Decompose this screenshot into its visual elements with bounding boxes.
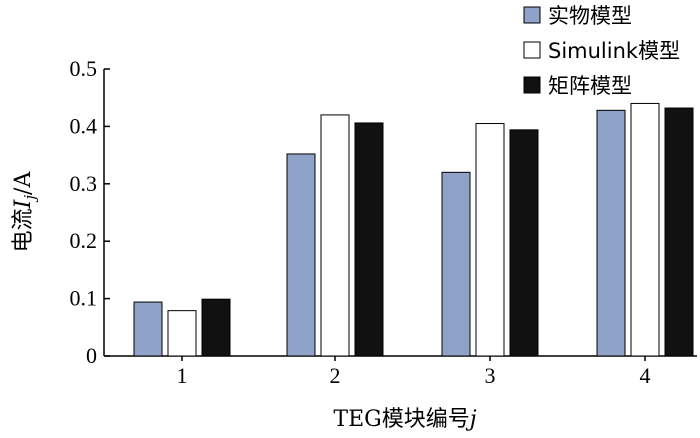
bar-series-2-category-3 bbox=[475, 123, 505, 357]
x-tick-label: 1 bbox=[177, 363, 188, 388]
y-axis-title-var: I bbox=[11, 198, 36, 209]
legend: 实物模型 Simulink模型 矩阵模型 bbox=[523, 4, 680, 98]
bar-series-2-category-1 bbox=[167, 310, 197, 357]
legend-label-series-3: 矩阵模型 bbox=[548, 74, 632, 98]
x-tick-label: 3 bbox=[485, 363, 496, 388]
bar-series-1-category-4 bbox=[596, 109, 626, 357]
y-axis-title-unit: /A bbox=[11, 171, 36, 195]
x-axis-title-text: TEG模块编号 bbox=[333, 407, 469, 432]
x-axis-title: TEG模块编号j bbox=[333, 407, 476, 432]
y-tick-label: 0.4 bbox=[70, 113, 98, 138]
legend-swatch-series-2 bbox=[523, 41, 541, 59]
y-axis-title: 电流Ij/A bbox=[11, 171, 39, 253]
bar-series-3-category-1 bbox=[201, 298, 231, 357]
y-axis-title-text: 电流 bbox=[11, 208, 36, 252]
y-tick-label: 0.1 bbox=[70, 286, 98, 311]
legend-label-series-2: Simulink模型 bbox=[548, 39, 680, 63]
y-tick-label: 0 bbox=[86, 343, 97, 368]
y-tick-label: 0.2 bbox=[70, 228, 98, 253]
x-ticks: 1 2 3 4 bbox=[177, 356, 651, 388]
legend-swatch-series-3 bbox=[523, 76, 541, 94]
y-tick-label: 0.3 bbox=[70, 171, 98, 196]
bar-series-1-category-1 bbox=[133, 301, 163, 357]
bar-series-3-category-3 bbox=[509, 129, 539, 357]
x-tick-label: 2 bbox=[330, 363, 341, 388]
bar-series-2-category-2 bbox=[320, 114, 350, 357]
legend-label-series-1: 实物模型 bbox=[548, 4, 632, 28]
bar-series-2-category-4 bbox=[630, 102, 660, 357]
bar-series-3-category-4 bbox=[664, 107, 694, 357]
bar-series-3-category-2 bbox=[354, 122, 384, 357]
legend-swatch-series-1 bbox=[523, 6, 541, 24]
bar-series-1-category-2 bbox=[286, 153, 316, 357]
bar-series-1-category-3 bbox=[441, 171, 471, 357]
y-ticks: 0 0.1 0.2 0.3 0.4 0.5 bbox=[70, 56, 110, 368]
bars bbox=[133, 102, 694, 357]
y-tick-label: 0.5 bbox=[70, 56, 98, 81]
x-tick-label: 4 bbox=[640, 363, 651, 388]
y-axis-title-subscript: j bbox=[21, 195, 39, 203]
